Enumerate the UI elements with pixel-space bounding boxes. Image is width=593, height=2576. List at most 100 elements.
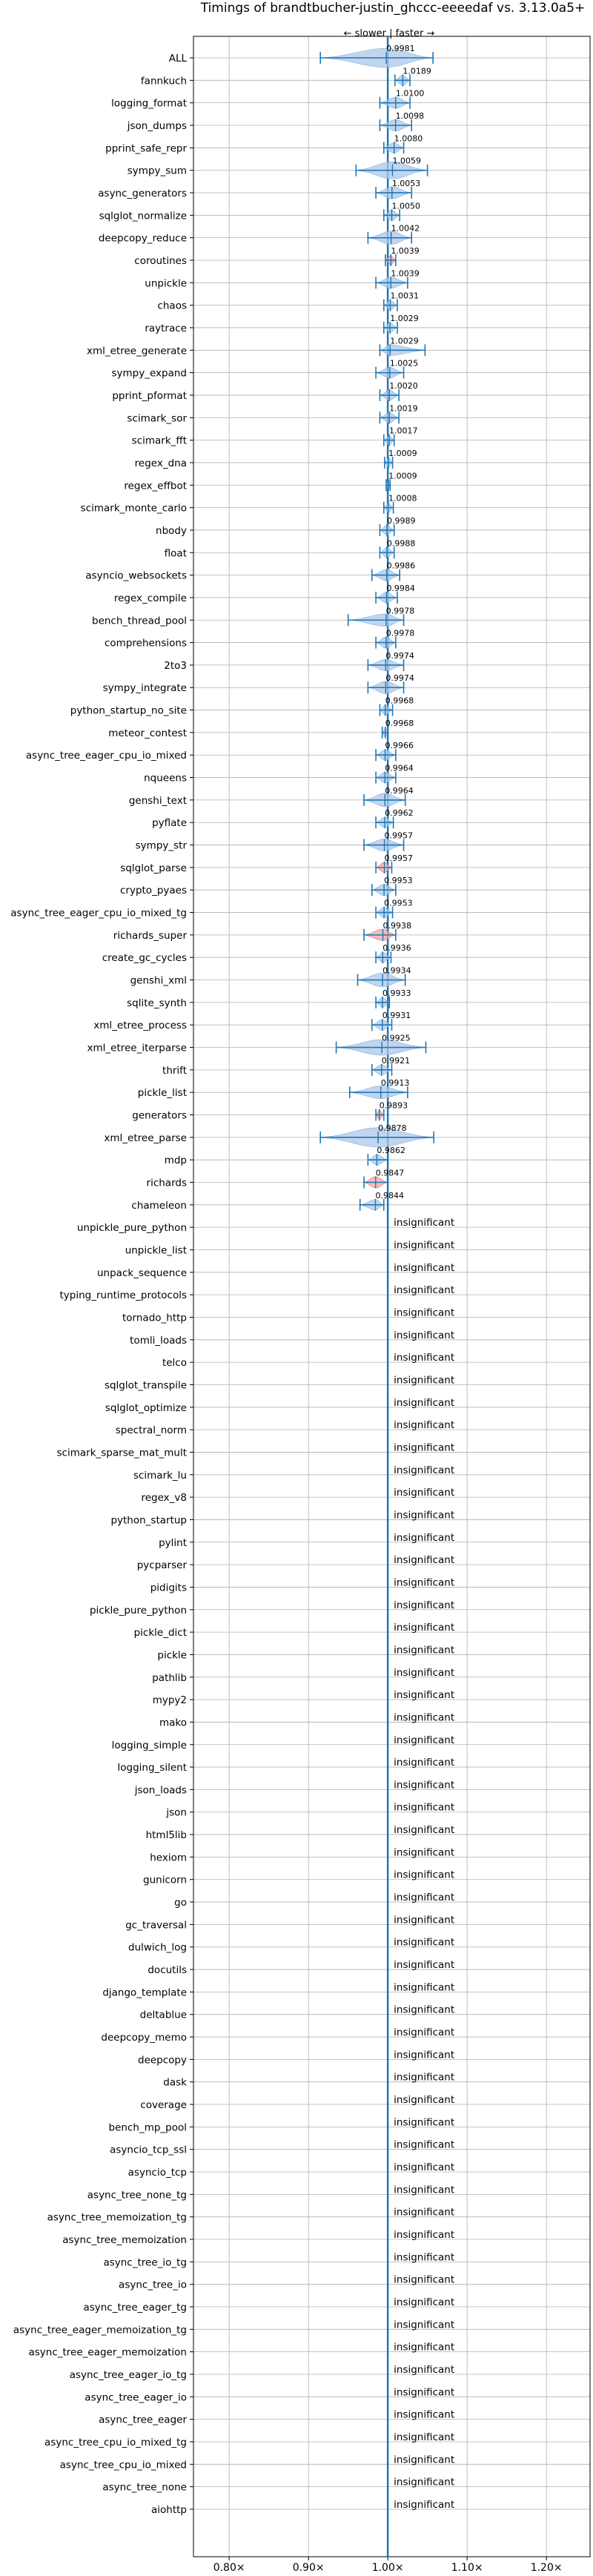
insignificant-label: insignificant [394,2296,454,2308]
insignificant-label: insignificant [394,1667,454,1679]
benchmark-label: mdp [165,1155,187,1166]
benchmark-label: nbody [156,525,187,537]
benchmark-label: async_tree_eager_tg [83,2302,187,2314]
insignificant-label: insignificant [394,1419,454,1431]
insignificant-label: insignificant [394,2027,454,2038]
benchmark-label: json_dumps [127,120,187,132]
insignificant-label: insignificant [394,1981,454,1993]
value-label: 1.0189 [402,66,431,76]
benchmark-label: python_startup [110,1514,187,1526]
insignificant-label: insignificant [394,2049,454,2061]
benchmark-label: deepcopy_reduce [99,233,187,245]
plot-area: 0.80× 0.90× 1.00× 1.10× 1.20× ALL 0.9981 fannku… [10,36,591,2574]
insignificant-label: insignificant [394,1914,454,1926]
value-label: 0.9953 [384,876,413,885]
benchmark-label: sqlglot_transpile [105,1379,187,1391]
benchmark-label: json_loads [134,1784,187,1796]
benchmark-label: raytrace [145,323,187,334]
insignificant-label: insignificant [394,1779,454,1791]
value-label: 0.9938 [383,921,412,931]
benchmark-label: async_tree_none_tg [87,2189,187,2201]
benchmark-label: pickle_pure_python [90,1605,187,1616]
benchmark-label: logging_simple [112,1740,187,1751]
value-label: 0.9989 [387,516,416,526]
value-label: 1.0019 [389,403,418,413]
benchmark-label: tomli_loads [130,1335,187,1347]
x-tick-label: 0.90× [293,2562,325,2572]
value-label: 0.9968 [385,696,414,706]
value-label: 1.0008 [388,494,417,503]
benchmark-label: asyncio_tcp [128,2167,187,2179]
insignificant-label: insignificant [394,1464,454,1476]
value-label: 1.0039 [391,268,420,278]
value-label: 1.0025 [390,359,419,369]
benchmark-label: sympy_sum [127,165,187,177]
benchmark-label: async_tree_io_tg [103,2256,187,2268]
benchmark-label: scimark_sor [127,412,187,424]
benchmark-label: django_template [102,1987,187,1998]
benchmark-label: pickle_dict [134,1627,187,1639]
benchmark-label: typing_runtime_protocols [60,1289,188,1301]
benchmark-label: async_generators [98,188,187,199]
value-label: 0.9925 [382,1034,411,1043]
value-label: 1.0020 [389,381,418,391]
insignificant-label: insignificant [394,1330,454,1341]
value-label: 0.9893 [380,1101,408,1111]
value-label: 1.0059 [392,156,421,166]
benchmark-label: async_tree_eager_cpu_io_mixed_tg [10,908,187,919]
benchmark-label: async_tree_eager_io [85,2391,187,2403]
benchmark-label: bench_thread_pool [92,615,187,627]
insignificant-label: insignificant [394,1711,454,1723]
benchmark-label: asyncio_tcp_ssl [110,2144,187,2156]
value-label: 1.0098 [396,111,425,121]
benchmark-label: scimark_fft [132,435,187,447]
value-label: 0.9974 [385,673,414,683]
value-label: 0.9847 [376,1169,405,1178]
benchmark-label: gc_traversal [125,1919,187,1931]
insignificant-label: insignificant [394,1284,454,1296]
value-label: 0.9962 [385,808,414,818]
chart-subtitle: ← slower | faster → [344,28,435,39]
benchmark-label: comprehensions [105,638,187,650]
benchmark-label: async_tree_cpu_io_mixed [60,2459,187,2471]
insignificant-label: insignificant [394,1689,454,1701]
value-label: 0.9984 [386,584,415,593]
benchmark-label: create_gc_cycles [102,952,187,964]
benchmark-label: hexiom [150,1852,187,1863]
benchmark-label: async_tree_io [119,2279,187,2291]
x-tick-label: 1.10× [451,2562,483,2572]
insignificant-label: insignificant [394,1576,454,1588]
insignificant-label: insignificant [394,2004,454,2016]
benchmark-label: genshi_xml [130,975,187,987]
insignificant-label: insignificant [394,1307,454,1318]
insignificant-label: insignificant [394,1959,454,1971]
benchmark-label: pyflate [152,817,187,829]
benchmark-label: html5lib [146,1829,187,1841]
benchmark-label: dask [163,2077,187,2089]
benchmark-label: ALL [169,53,188,65]
benchmark-label: deltablue [140,2009,187,2021]
benchmark-label: pprint_safe_repr [105,142,187,154]
benchmark-label: richards [147,1178,187,1189]
insignificant-label: insignificant [394,1509,454,1521]
plot-frame [193,36,591,2557]
benchmark-label: 2to3 [164,660,187,672]
benchmark-label: mypy2 [153,1694,187,1706]
insignificant-label: insignificant [394,2139,454,2151]
benchmark-label: float [165,547,187,559]
benchmark-label: chameleon [131,1200,187,1212]
benchmark-label: thrift [162,1065,187,1077]
value-label: 1.0029 [390,336,419,346]
benchmark-label: async_tree_eager [99,2414,187,2426]
benchmark-label: unpickle_pure_python [77,1222,187,1234]
benchmark-label: logging_format [111,98,187,110]
insignificant-label: insignificant [394,2409,454,2421]
benchmark-label: async_tree_eager_memoization [28,2347,187,2359]
value-label: 1.0080 [394,133,423,143]
insignificant-label: insignificant [394,1802,454,1814]
benchmark-label: regex_effbot [124,480,187,492]
benchmark-label: regex_dna [135,458,187,469]
benchmark-label: gunicorn [143,1875,187,1886]
insignificant-label: insignificant [394,2431,454,2443]
x-tick-label: 1.20× [531,2562,563,2572]
